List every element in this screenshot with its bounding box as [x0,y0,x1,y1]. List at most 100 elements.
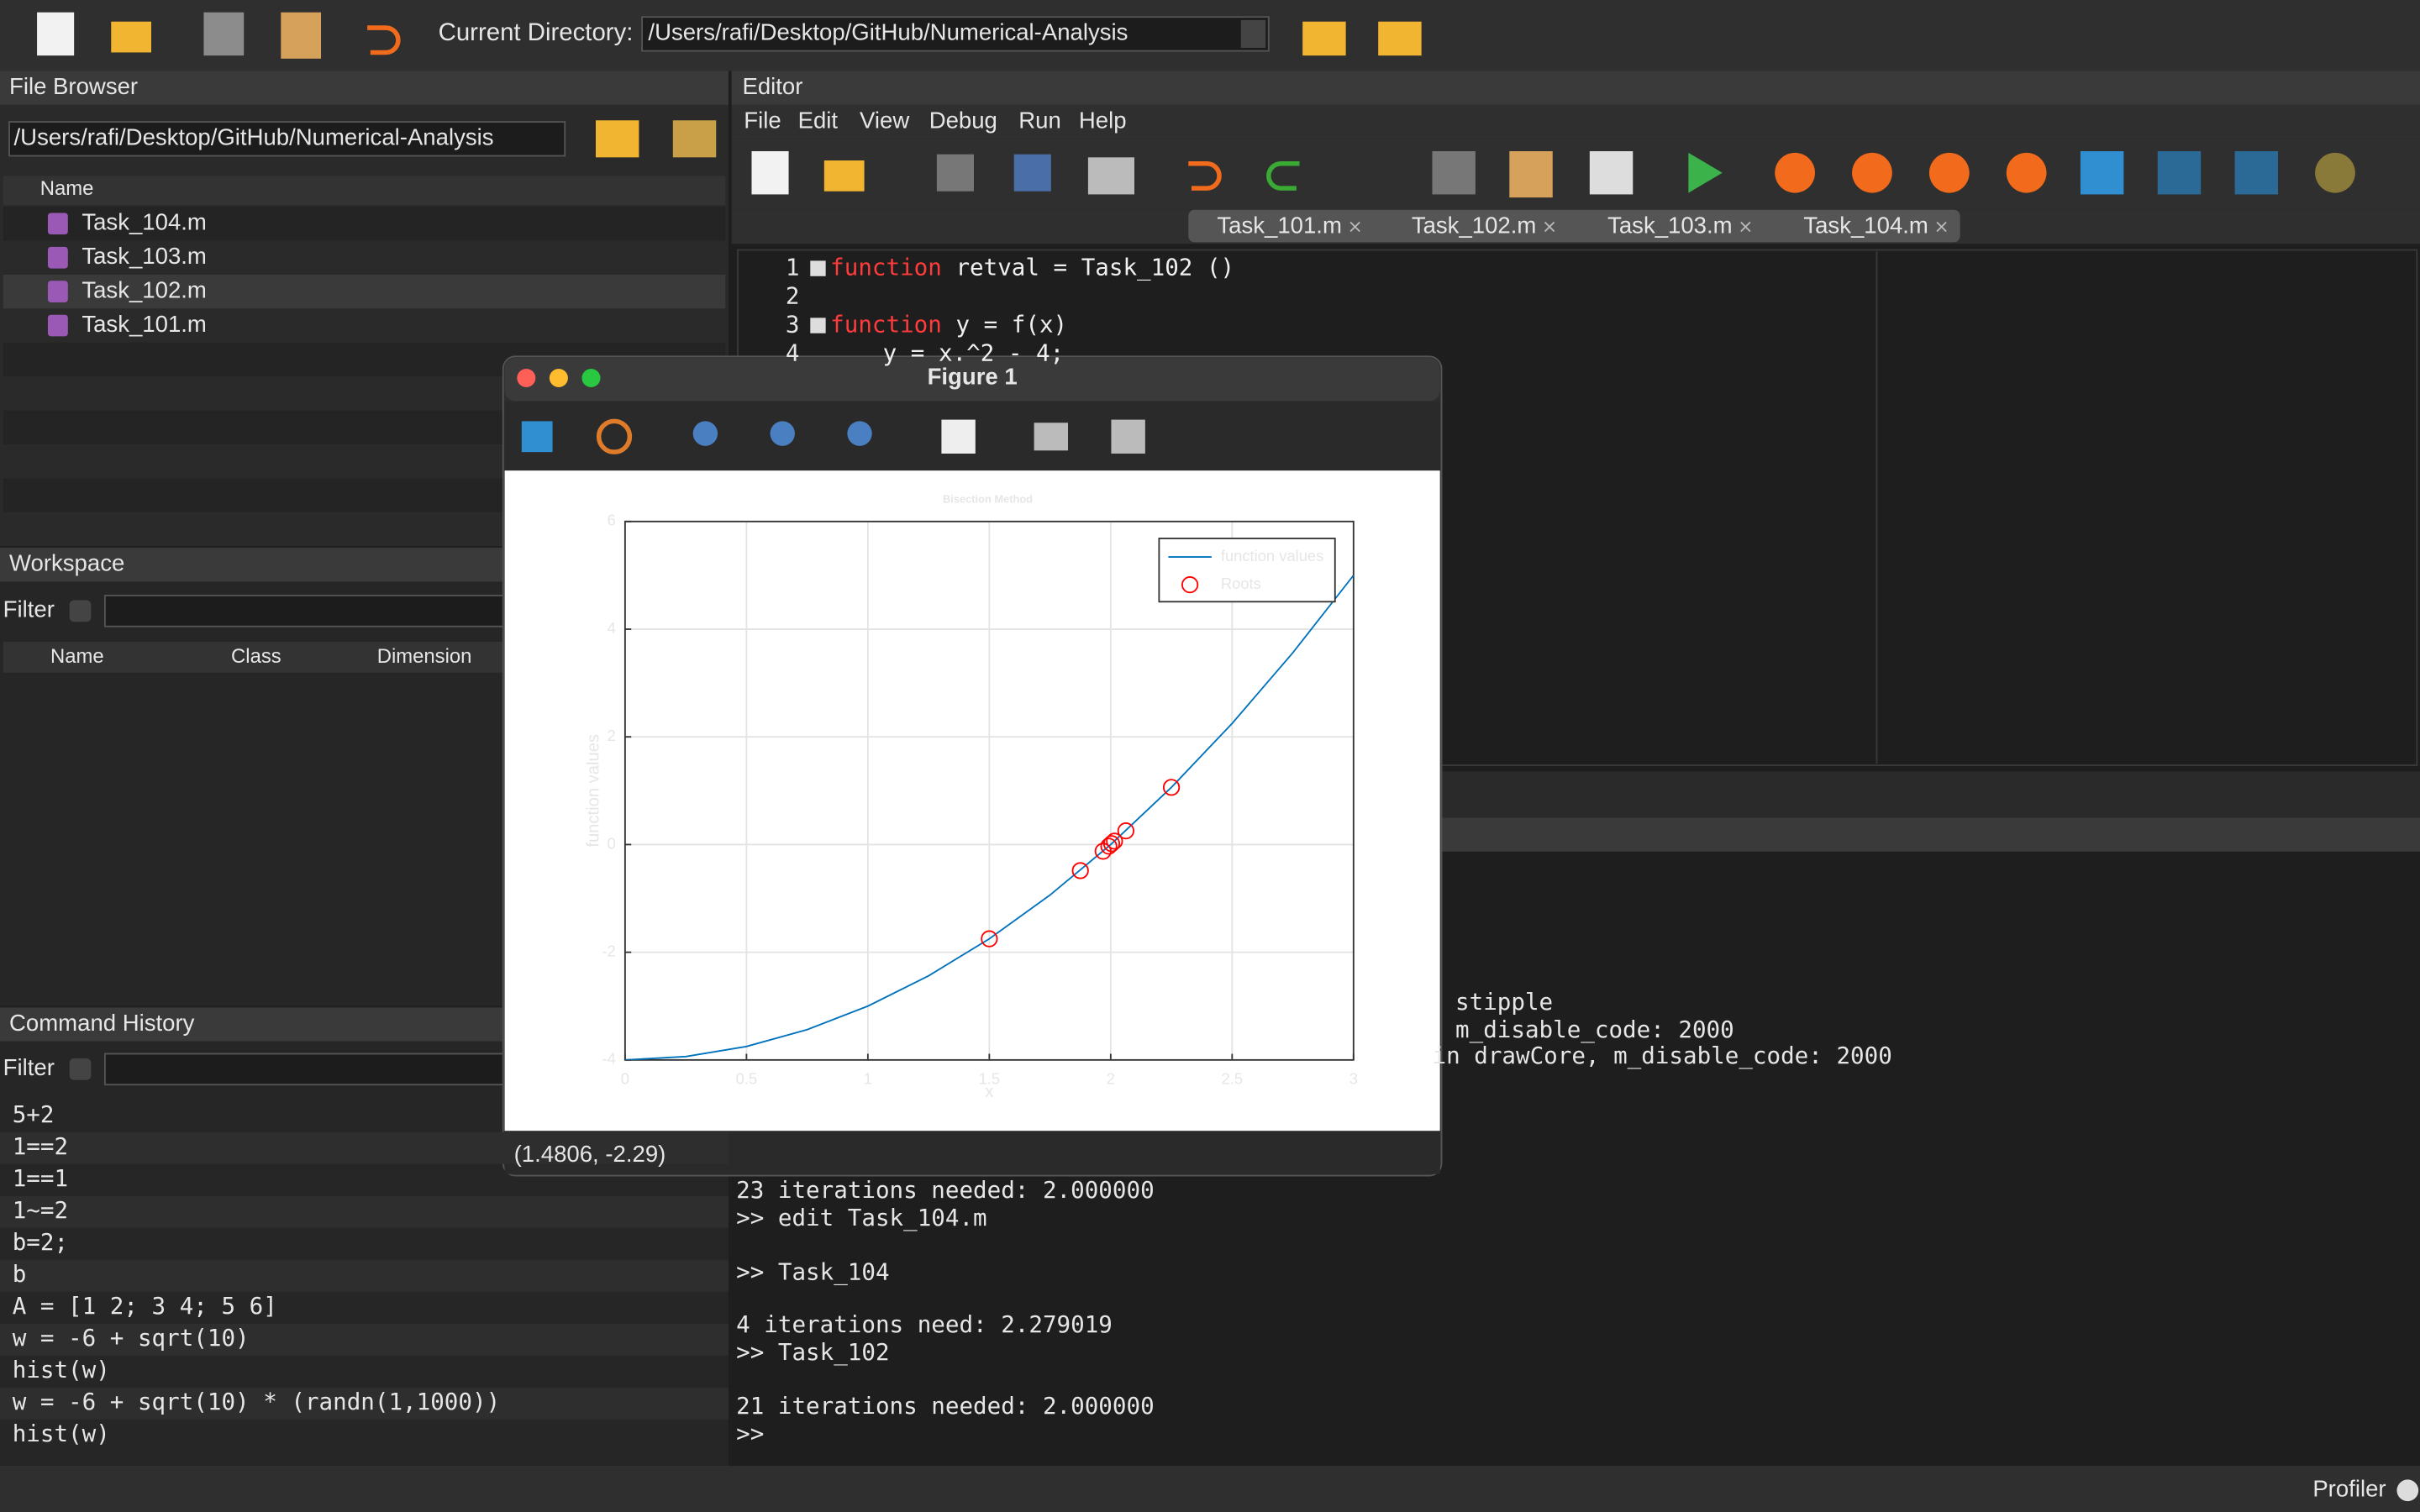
row-selected [3,274,726,309]
history-entry: hist(w) [13,1357,110,1383]
root-marker [1100,837,1118,855]
tab-label[interactable]: Task_101.m [1217,212,1342,238]
zoom-button[interactable] [581,368,601,388]
zoom-reset-icon[interactable] [847,421,872,446]
continue-icon[interactable] [2315,152,2355,193]
new-file-icon[interactable] [751,151,789,195]
file-name[interactable]: Task_104.m [82,209,207,235]
menu-item[interactable]: View [860,107,909,133]
parent-dir-icon[interactable] [595,120,639,158]
file-name[interactable]: Task_101.m [82,311,207,337]
row [0,1323,729,1356]
file-icon [47,213,68,235]
history-entry: A = [1 2; 3 4; 5 6] [13,1293,277,1320]
history-entry: 5+2 [13,1101,55,1128]
settings-icon[interactable] [672,120,717,158]
zoom-out-icon[interactable] [770,421,795,446]
filter-label: Filter [3,596,55,622]
new-file-icon[interactable] [37,12,75,56]
row [0,1387,729,1420]
tab-label[interactable]: Task_102.m [1412,212,1537,238]
panel-title: Editor [742,73,802,99]
next-bp-icon[interactable] [1928,152,1970,193]
parent-dir-icon[interactable] [1302,21,1346,56]
menu-item[interactable]: Edit [798,107,839,133]
axes-icon[interactable] [1034,423,1069,451]
code: retval = Task_102 () [955,255,1234,282]
column-label: Name [50,645,104,668]
figure-status-text: (1.4806, -2.29) [514,1141,666,1167]
step-out-icon[interactable] [2234,151,2279,195]
figure-title: Figure 1 [928,363,1018,389]
tab-close [1349,221,1360,233]
root-marker [1071,862,1089,879]
open-icon[interactable] [823,160,865,192]
line-number: 4 [786,340,800,367]
copy-icon[interactable] [1432,151,1476,195]
console-line: 21 iterations needed: 2.000000 [736,1393,1155,1420]
browse-dir-icon[interactable] [1378,21,1422,56]
paste-icon[interactable] [1509,151,1553,198]
history-entry: b [13,1261,27,1288]
file-name[interactable]: Task_102.m [82,276,207,302]
tab-close [1544,221,1555,233]
breakpoint-icon[interactable] [1775,152,1815,193]
legend-marker [1181,576,1199,594]
clear-bp-icon[interactable] [2006,152,2047,193]
open-icon[interactable] [111,21,151,53]
file-name[interactable]: Task_103.m [82,243,207,269]
redo-icon[interactable] [1266,160,1300,191]
close-button[interactable] [517,368,536,388]
checkbox[interactable] [69,600,92,622]
checkbox[interactable] [69,1058,92,1080]
zoom-in-icon[interactable] [692,421,718,446]
find-icon[interactable] [1589,151,1634,195]
history-entry: hist(w) [13,1420,110,1447]
path-combo[interactable] [8,121,566,157]
code: y = x.^2 - 4; [883,340,1065,367]
save-as-icon[interactable] [1013,154,1051,192]
grid-icon[interactable] [1111,419,1145,454]
tab-label[interactable]: Task_104.m [1803,212,1928,238]
undo-icon[interactable] [1188,160,1222,191]
editor-toolbar [731,139,2420,210]
minimize-button[interactable] [549,368,568,388]
legend-label: Roots [1221,575,1261,592]
file-icon [47,281,68,302]
tab-label[interactable]: Task_103.m [1607,212,1733,238]
save-icon[interactable] [936,154,974,192]
menu-item[interactable]: Help [1079,107,1127,133]
profiler-indicator [2396,1479,2419,1502]
undo-icon[interactable] [367,25,401,55]
step-icon[interactable] [2080,151,2124,195]
panel-header [0,71,729,105]
prev-bp-icon[interactable] [1852,152,1892,193]
filter-label: Filter [3,1054,55,1080]
x-tick-label: 1 [864,1070,872,1088]
x-tick-label: 2 [1107,1070,1115,1088]
rotate-icon[interactable] [596,418,633,454]
console-line: 23 iterations needed: 2.000000 [736,1177,1155,1204]
root-marker [1102,835,1121,853]
copy-icon[interactable] [203,12,245,56]
console-line: >> Task_102 [736,1339,889,1367]
run-icon[interactable] [1688,152,1723,193]
pan-icon[interactable] [521,421,553,453]
directory-combo[interactable] [641,16,1270,52]
combo-arrow[interactable] [1240,19,1266,48]
menu-item[interactable]: File [744,107,781,133]
console-text: m_disable_code: 2000 [1455,1016,1734,1044]
column-header [3,176,726,206]
text-icon[interactable] [941,419,976,454]
console-text: in drawCore, m_disable_code: 2000 [1432,1042,1891,1070]
step-in-icon[interactable] [2157,151,2202,195]
fold-marker [810,318,826,333]
print-icon[interactable] [1087,157,1134,195]
figure-titlebar [504,358,1440,402]
legend-label: function values [1221,547,1323,564]
menu-item[interactable]: Debug [929,107,997,133]
directory-label: Current Directory: [439,18,634,46]
paste-icon[interactable] [281,12,322,59]
menu-item[interactable]: Run [1018,107,1061,133]
